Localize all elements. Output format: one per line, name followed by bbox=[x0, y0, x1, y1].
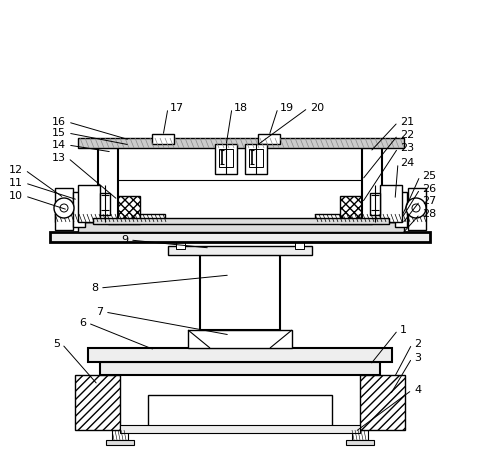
Bar bbox=[148, 395, 331, 430]
Text: 21: 21 bbox=[399, 117, 413, 127]
Text: 24: 24 bbox=[399, 158, 413, 168]
Text: 5: 5 bbox=[53, 339, 60, 349]
Text: 28: 28 bbox=[421, 209, 435, 219]
Bar bbox=[75, 375, 120, 430]
Text: 4: 4 bbox=[413, 385, 420, 395]
Bar bbox=[108, 196, 140, 224]
Bar bbox=[55, 188, 73, 230]
Bar bbox=[394, 192, 406, 227]
Bar bbox=[100, 193, 110, 215]
Text: 6: 6 bbox=[79, 318, 86, 328]
Text: 18: 18 bbox=[233, 103, 248, 113]
Bar bbox=[176, 242, 185, 249]
Bar bbox=[218, 149, 232, 167]
Bar bbox=[294, 242, 303, 249]
Bar bbox=[188, 330, 291, 348]
Bar bbox=[345, 440, 373, 445]
Bar bbox=[50, 232, 429, 242]
Text: 22: 22 bbox=[399, 130, 413, 140]
Bar bbox=[257, 134, 279, 144]
Text: 11: 11 bbox=[9, 178, 23, 188]
Bar bbox=[351, 430, 367, 440]
Bar bbox=[112, 430, 128, 440]
Text: 19: 19 bbox=[279, 103, 293, 113]
Text: 20: 20 bbox=[309, 103, 324, 113]
Bar bbox=[379, 185, 401, 222]
Bar bbox=[106, 440, 134, 445]
Text: 17: 17 bbox=[169, 103, 184, 113]
Text: 1: 1 bbox=[399, 325, 406, 335]
Bar bbox=[88, 348, 391, 362]
Bar bbox=[78, 185, 100, 222]
Bar bbox=[93, 218, 388, 224]
Bar bbox=[152, 134, 174, 144]
Bar bbox=[55, 214, 165, 222]
Bar bbox=[98, 148, 118, 224]
Bar bbox=[369, 193, 379, 215]
Circle shape bbox=[60, 204, 68, 212]
Circle shape bbox=[411, 204, 419, 212]
Text: 15: 15 bbox=[52, 128, 66, 138]
Bar bbox=[244, 144, 266, 174]
Text: 13: 13 bbox=[52, 153, 66, 163]
Circle shape bbox=[405, 198, 425, 218]
Bar bbox=[100, 362, 379, 375]
Text: 14: 14 bbox=[52, 140, 66, 150]
Bar bbox=[249, 149, 263, 167]
Bar bbox=[215, 144, 237, 174]
Bar bbox=[361, 148, 381, 224]
Text: 23: 23 bbox=[399, 143, 413, 153]
Text: 27: 27 bbox=[421, 196, 435, 206]
Bar bbox=[78, 222, 403, 232]
Text: 8: 8 bbox=[91, 283, 98, 293]
Bar bbox=[120, 425, 359, 433]
Text: 2: 2 bbox=[413, 339, 420, 349]
Text: 25: 25 bbox=[421, 171, 435, 181]
Bar bbox=[78, 138, 403, 148]
Bar bbox=[73, 192, 85, 227]
Bar bbox=[339, 196, 371, 224]
Text: 10: 10 bbox=[9, 191, 23, 201]
Bar bbox=[359, 375, 404, 430]
Bar bbox=[168, 246, 312, 255]
Text: 26: 26 bbox=[421, 184, 435, 194]
Text: 12: 12 bbox=[9, 165, 23, 175]
Bar bbox=[407, 188, 425, 230]
Text: 3: 3 bbox=[413, 353, 420, 363]
Bar bbox=[314, 214, 424, 222]
Circle shape bbox=[54, 198, 74, 218]
Text: 7: 7 bbox=[96, 307, 103, 317]
Text: 9: 9 bbox=[120, 235, 128, 245]
Bar bbox=[200, 255, 279, 330]
Text: 16: 16 bbox=[52, 117, 66, 127]
